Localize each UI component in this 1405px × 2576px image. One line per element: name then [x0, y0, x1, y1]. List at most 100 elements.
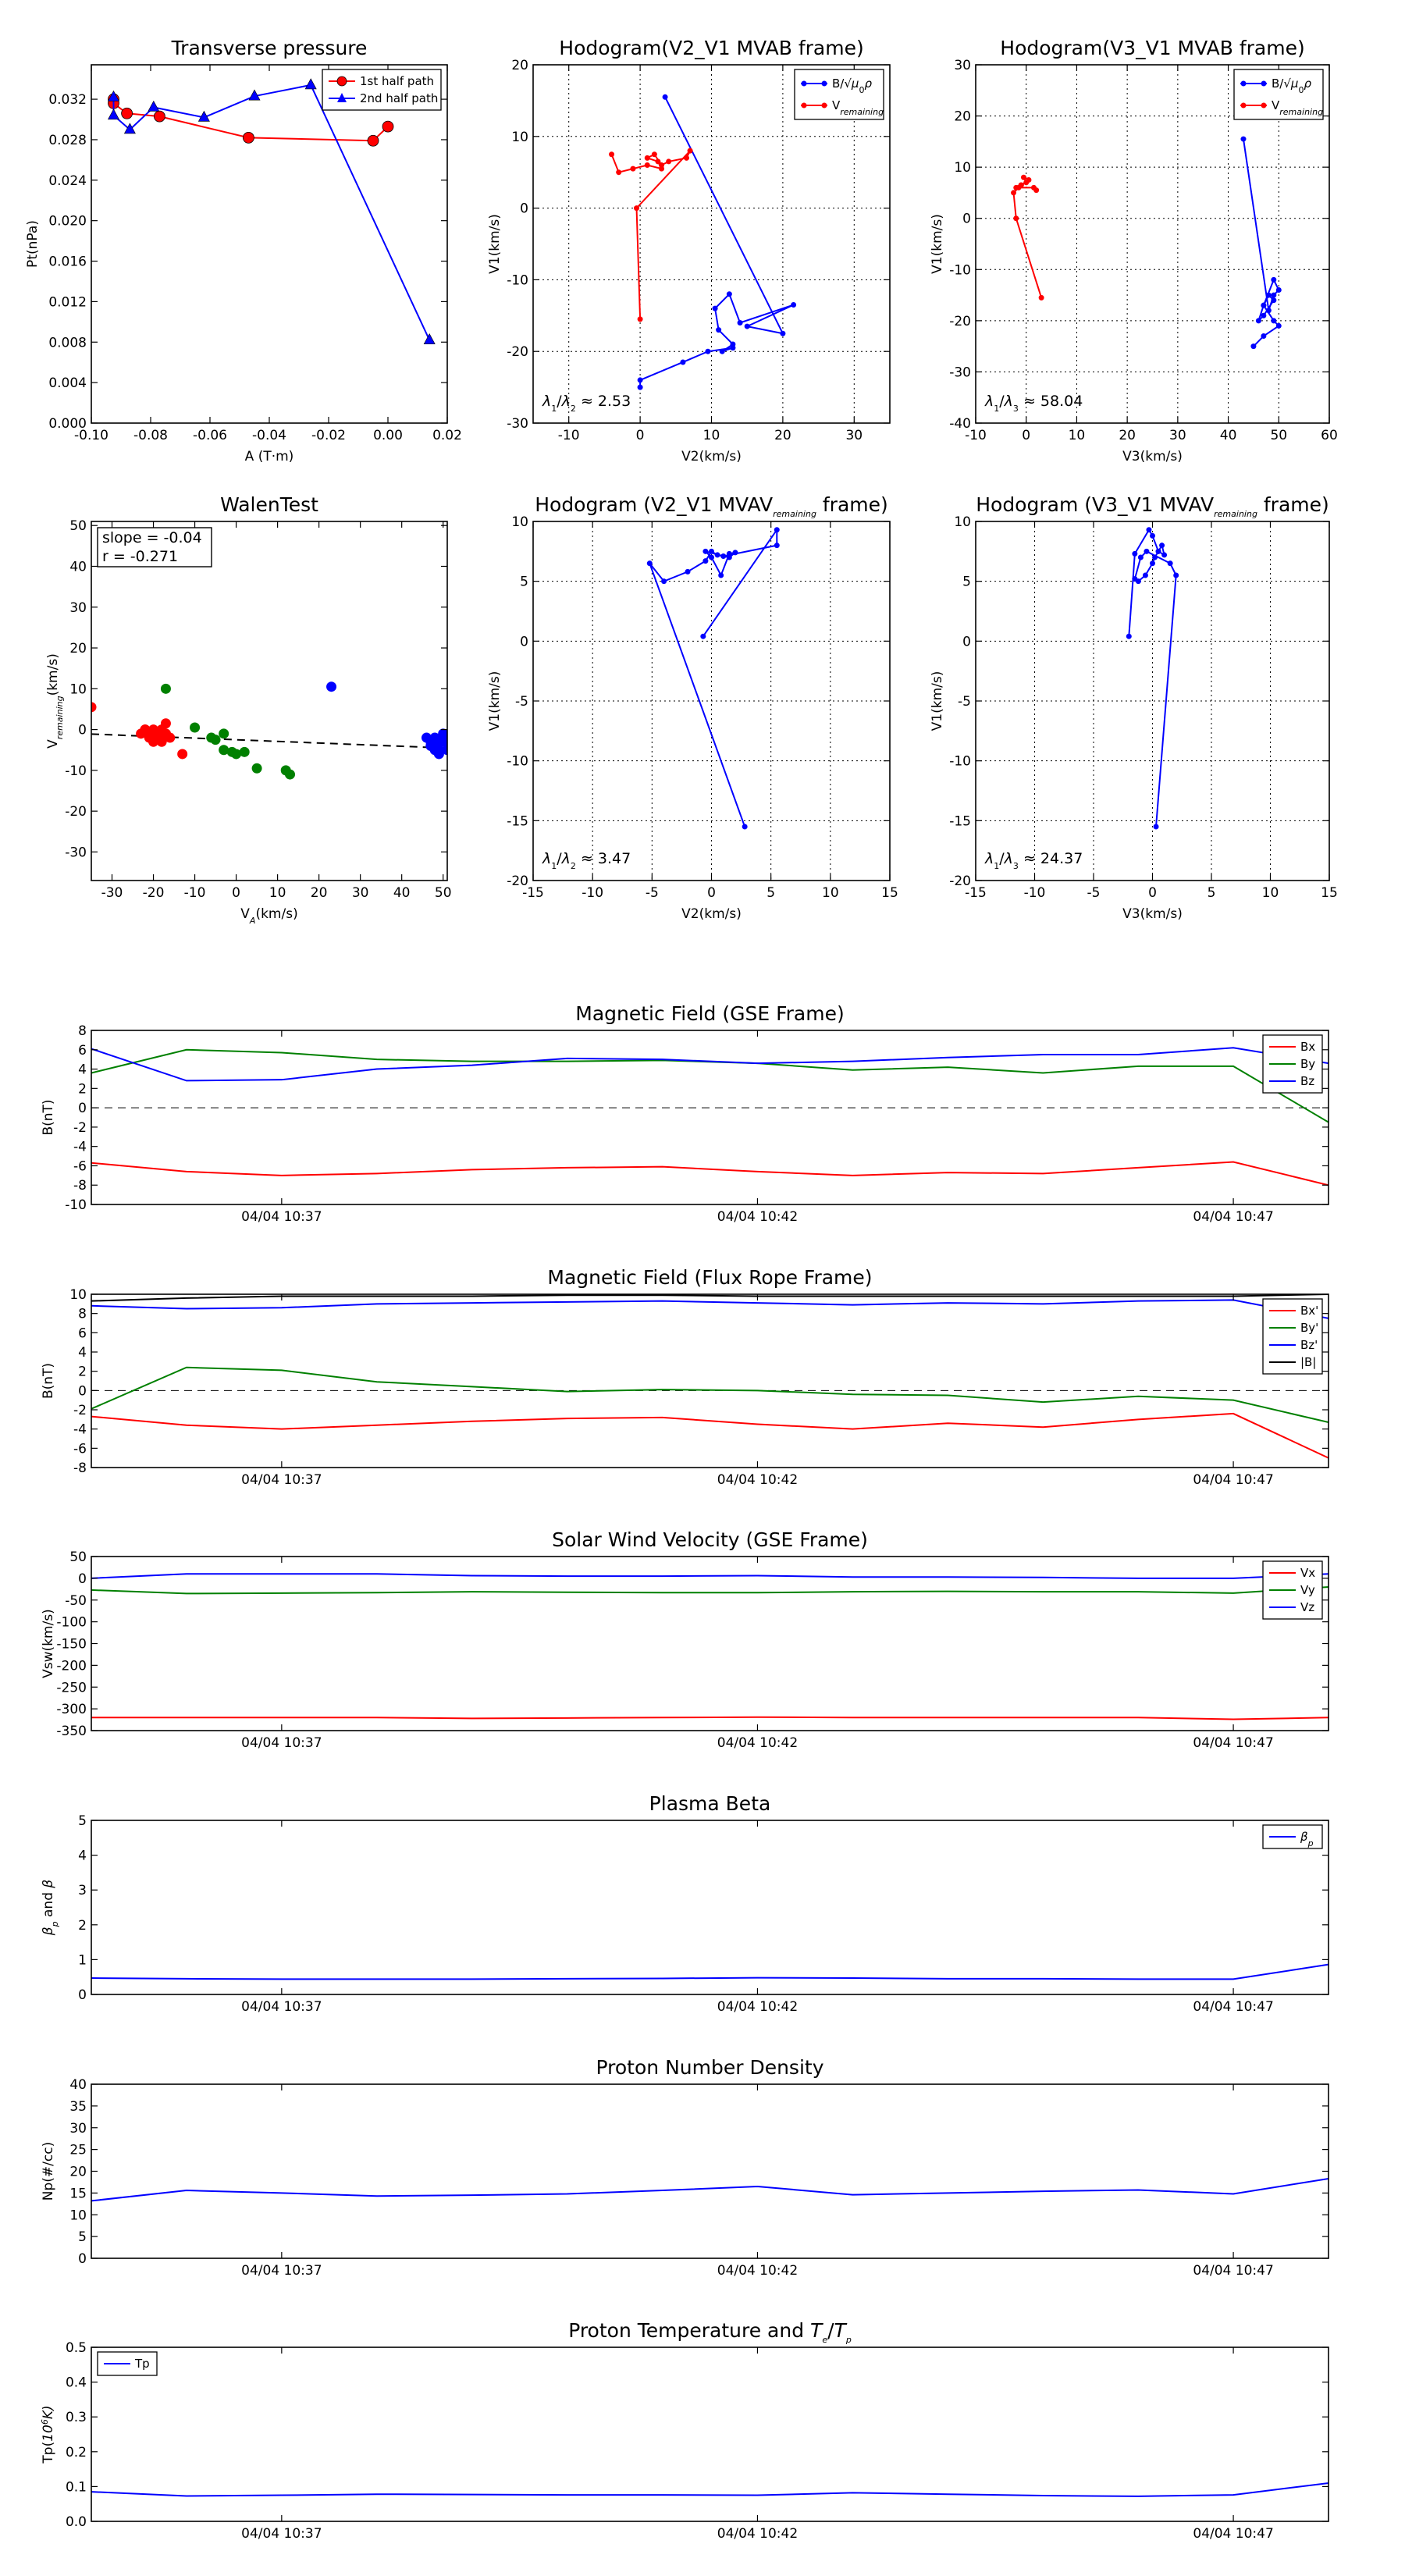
data-marker	[1135, 578, 1141, 585]
data-marker	[1013, 215, 1019, 222]
scatter-point	[219, 745, 229, 756]
data-marker	[123, 123, 136, 134]
ratio-annotation-part: 3	[1013, 404, 1019, 414]
axes-frame	[91, 1030, 1329, 1205]
data-marker	[744, 323, 750, 329]
plot-area	[91, 2177, 1329, 2202]
x-tick-label: 10	[1069, 428, 1086, 443]
data-marker	[107, 109, 120, 120]
data-marker	[661, 578, 667, 585]
x-axis-label: V3(km/s)	[1122, 906, 1183, 922]
data-marker	[1146, 527, 1152, 533]
legend-marker	[821, 102, 827, 109]
series-line-Bx'	[91, 1412, 1329, 1459]
x-tick-label: 04/04 10:37	[241, 1472, 322, 1488]
data-marker	[687, 148, 693, 154]
x-tick-label: -0.08	[133, 428, 168, 443]
legend-label-part: B/√	[832, 76, 852, 91]
chart-panel-8: Solar Wind Velocity (GSE Frame) 04/04 10:…	[41, 1528, 1329, 1751]
ratio-annotation-part: λ	[542, 393, 551, 410]
y-axis-label-group: B(nT)	[41, 1363, 56, 1399]
data-marker	[716, 327, 722, 333]
series-line-Tp	[91, 2482, 1329, 2497]
data-marker	[684, 155, 690, 161]
data-marker	[107, 90, 120, 101]
ratio-annotation-part: ≈	[1019, 850, 1040, 867]
data-marker	[720, 553, 727, 559]
series-line-By'	[91, 1366, 1329, 1424]
chart-panel-5: Hodogram (V3_V1 MVAVremaining frame)-15-…	[930, 493, 1338, 922]
axes-frame	[91, 2347, 1329, 2522]
y-axis-label-group: Vremaining(km/s)	[45, 653, 65, 749]
ratio-annotation-part: λ	[984, 393, 994, 410]
data-marker	[609, 151, 615, 158]
y-tick-label: 0.008	[48, 335, 87, 350]
legend-label-part: β	[1300, 1830, 1308, 1844]
y-tick-label: 0	[520, 201, 528, 217]
y-axis-label-part: V	[45, 739, 61, 749]
y-axis-label: V1(km/s)	[930, 671, 945, 731]
y-axis-label: Pt(nPa)	[25, 220, 41, 268]
x-tick-label: 40	[1220, 428, 1237, 443]
data-marker	[1265, 292, 1272, 298]
plot-area	[609, 94, 797, 390]
data-marker	[1261, 333, 1267, 340]
x-tick-label: 20	[311, 885, 328, 901]
data-marker	[774, 527, 780, 533]
x-axis-label-part: A	[249, 916, 256, 926]
ratio-annotation: λ1/λ3 ≈ 58.04	[984, 393, 1083, 414]
y-tick-label: -4	[73, 1422, 87, 1438]
y-tick-label: 30	[954, 58, 971, 73]
y-tick-label: 0.028	[48, 133, 87, 148]
scatter-point	[177, 749, 188, 760]
y-tick-label: -250	[56, 1680, 87, 1695]
y-axis-label-part: remaining	[55, 696, 65, 739]
y-tick-label: -30	[65, 845, 87, 860]
chart-title-part: Hodogram (V3_V1 MVAV	[976, 493, 1214, 516]
data-marker	[655, 158, 661, 165]
chart-title-part: remaining	[773, 509, 816, 519]
data-marker	[423, 333, 436, 344]
y-tick-label: 4	[78, 1345, 87, 1361]
x-tick-label: 04/04 10:42	[717, 2526, 798, 2542]
x-tick-label: -30	[101, 885, 123, 901]
data-marker	[1142, 572, 1148, 578]
legend-label: |B|	[1300, 1355, 1316, 1369]
x-tick-label: 0	[232, 885, 240, 901]
legend-label: βp	[1300, 1830, 1314, 1848]
legend-label: Vremaining	[832, 98, 884, 117]
data-marker	[714, 552, 720, 558]
ratio-annotation: λ1/λ3 ≈ 24.37	[984, 850, 1083, 871]
x-tick-label: -15	[522, 885, 544, 901]
chart-title: Hodogram (V3_V1 MVAVremaining frame)	[976, 493, 1329, 519]
legend-box	[1233, 69, 1324, 120]
y-axis-label-group: Tp(106K)	[40, 2405, 57, 2464]
x-axis-label: A (T·m)	[245, 449, 294, 464]
y-tick-label: -100	[56, 1615, 87, 1631]
x-tick-label: 04/04 10:37	[241, 1999, 322, 2015]
legend-label: Bx'	[1300, 1304, 1318, 1318]
y-axis-label-group: V1(km/s)	[930, 671, 945, 731]
legend: slope = -0.04 r = -0.271	[97, 527, 212, 568]
y-axis-label-group: V1(km/s)	[487, 214, 503, 274]
series-line-β_p	[91, 1963, 1329, 1980]
data-marker	[1144, 548, 1150, 554]
legend: B/√μ0ρ Vremaining	[1233, 69, 1324, 120]
legend-label-part: remaining	[840, 107, 884, 117]
y-tick-label: 15	[69, 2186, 87, 2201]
x-tick-label: 30	[352, 885, 369, 901]
y-tick-label: 10	[954, 514, 971, 530]
y-tick-label: 35	[69, 2099, 87, 2115]
ratio-annotation-part: λ	[984, 850, 994, 867]
chart-title-part: p	[845, 2335, 852, 2345]
x-tick-label: -0.04	[252, 428, 286, 443]
y-tick-label: 50	[69, 1550, 87, 1565]
data-marker	[1271, 318, 1277, 324]
y-tick-label: -2	[73, 1403, 87, 1418]
y-tick-label: -20	[507, 344, 528, 360]
ratio-value: 24.37	[1040, 850, 1083, 867]
data-marker	[726, 550, 732, 557]
data-marker	[730, 345, 736, 351]
x-tick-label: 04/04 10:42	[717, 1735, 798, 1751]
plot-area	[1126, 527, 1179, 830]
